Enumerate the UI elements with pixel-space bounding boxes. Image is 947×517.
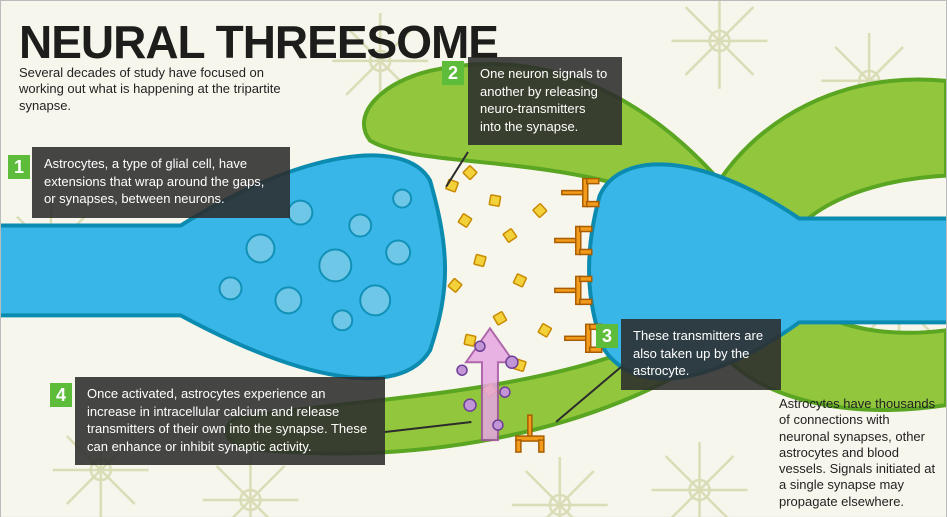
callout-box-2: One neuron signals to another by releasi…	[468, 57, 622, 145]
callout-box-4: Once activated, astrocytes experience an…	[75, 377, 385, 465]
callout-number-1: 1	[8, 155, 30, 179]
callout-box-3: These transmitters are also taken up by …	[621, 319, 781, 390]
callout-number-2: 2	[442, 61, 464, 85]
main-title: NEURAL THREESOME	[19, 15, 498, 69]
subtitle: Several decades of study have focused on…	[19, 65, 309, 114]
callout-number-4: 4	[50, 383, 72, 407]
callout-number-3: 3	[596, 324, 618, 348]
callout-box-1: Astrocytes, a type of glial cell, have e…	[32, 147, 290, 218]
sidebar-caption: Astrocytes have thousands of connections…	[779, 396, 939, 510]
infographic-stage: NEURAL THREESOME Several decades of stud…	[1, 1, 946, 516]
